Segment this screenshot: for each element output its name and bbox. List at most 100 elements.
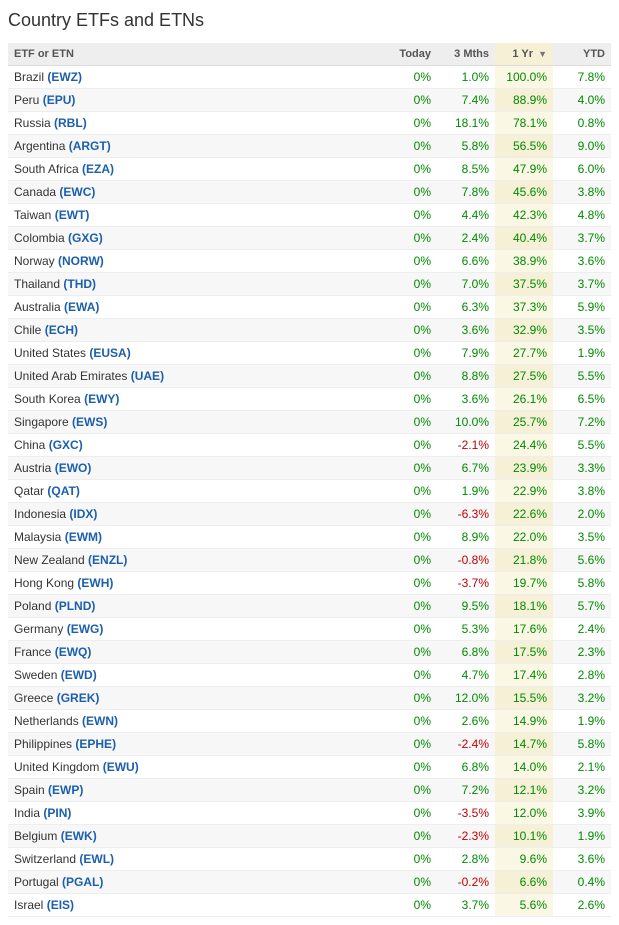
ticker-link[interactable]: EIS bbox=[51, 898, 70, 912]
column-header[interactable]: YTD bbox=[553, 43, 611, 66]
value-cell: 7.8% bbox=[437, 181, 495, 204]
value-cell: -3.5% bbox=[437, 802, 495, 825]
table-row: Netherlands (EWN)0%2.6%14.9%1.9% bbox=[8, 710, 611, 733]
value-cell: 6.3% bbox=[437, 296, 495, 319]
value-cell: 8.9% bbox=[437, 526, 495, 549]
table-row: South Africa (EZA)0%8.5%47.9%6.0% bbox=[8, 158, 611, 181]
ticker-link[interactable]: GREK bbox=[61, 691, 96, 705]
ticker-link[interactable]: ARGT bbox=[73, 139, 107, 153]
ticker-link[interactable]: EWS bbox=[76, 415, 103, 429]
country-label: Canada bbox=[14, 185, 59, 199]
value-cell: 6.5% bbox=[553, 388, 611, 411]
ticker-link[interactable]: EWP bbox=[52, 783, 79, 797]
ticker-link[interactable]: EWC bbox=[63, 185, 91, 199]
value-cell: 0% bbox=[379, 825, 437, 848]
ticker-link[interactable]: EPU bbox=[47, 93, 72, 107]
ticker-link[interactable]: EWN bbox=[86, 714, 114, 728]
etf-name-cell: China (GXC) bbox=[8, 434, 379, 457]
ticker-link[interactable]: ENZL bbox=[92, 553, 123, 567]
country-label: Argentina bbox=[14, 139, 69, 153]
value-cell: 25.7% bbox=[495, 411, 553, 434]
value-cell: 5.8% bbox=[553, 572, 611, 595]
ticker-link[interactable]: EWQ bbox=[59, 645, 88, 659]
etf-name-cell: Singapore (EWS) bbox=[8, 411, 379, 434]
ticker-link[interactable]: THD bbox=[67, 277, 92, 291]
ticker-link[interactable]: EWM bbox=[69, 530, 98, 544]
ticker-link[interactable]: PGAL bbox=[66, 875, 99, 889]
ticker-link[interactable]: EWL bbox=[83, 852, 110, 866]
table-row: Indonesia (IDX)0%-6.3%22.6%2.0% bbox=[8, 503, 611, 526]
ticker-link[interactable]: ECH bbox=[49, 323, 74, 337]
column-header[interactable]: 1 Yr ▼ bbox=[495, 43, 553, 66]
etf-name-cell: Greece (GREK) bbox=[8, 687, 379, 710]
ticker-link[interactable]: EWY bbox=[88, 392, 115, 406]
column-header[interactable]: Today bbox=[379, 43, 437, 66]
value-cell: 12.0% bbox=[437, 687, 495, 710]
value-cell: 2.1% bbox=[553, 756, 611, 779]
value-cell: 23.9% bbox=[495, 457, 553, 480]
ticker-link[interactable]: UAE bbox=[135, 369, 160, 383]
value-cell: 22.9% bbox=[495, 480, 553, 503]
ticker-link[interactable]: GXG bbox=[72, 231, 99, 245]
column-header[interactable]: 3 Mths bbox=[437, 43, 495, 66]
value-cell: 88.9% bbox=[495, 89, 553, 112]
value-cell: 17.6% bbox=[495, 618, 553, 641]
ticker-link[interactable]: PLND bbox=[59, 599, 92, 613]
etf-name-cell: Poland (PLND) bbox=[8, 595, 379, 618]
value-cell: -2.1% bbox=[437, 434, 495, 457]
ticker-link[interactable]: QAT bbox=[51, 484, 75, 498]
value-cell: 0% bbox=[379, 549, 437, 572]
ticker-link[interactable]: EUSA bbox=[93, 346, 126, 360]
ticker-link[interactable]: EWO bbox=[59, 461, 88, 475]
value-cell: 5.7% bbox=[553, 595, 611, 618]
ticker-link[interactable]: EWU bbox=[107, 760, 135, 774]
etf-name-cell: Chile (ECH) bbox=[8, 319, 379, 342]
value-cell: 3.5% bbox=[553, 526, 611, 549]
country-label: Poland bbox=[14, 599, 55, 613]
value-cell: 37.3% bbox=[495, 296, 553, 319]
ticker-link[interactable]: RBL bbox=[58, 116, 83, 130]
ticker-link[interactable]: EZA bbox=[86, 162, 110, 176]
ticker-link[interactable]: NORW bbox=[62, 254, 100, 268]
value-cell: 0% bbox=[379, 802, 437, 825]
etf-name-cell: Spain (EWP) bbox=[8, 779, 379, 802]
value-cell: 0.8% bbox=[553, 112, 611, 135]
table-row: Argentina (ARGT)0%5.8%56.5%9.0% bbox=[8, 135, 611, 158]
value-cell: 27.7% bbox=[495, 342, 553, 365]
value-cell: 21.8% bbox=[495, 549, 553, 572]
value-cell: 8.5% bbox=[437, 158, 495, 181]
value-cell: 0% bbox=[379, 480, 437, 503]
ticker-link[interactable]: EPHE bbox=[79, 737, 112, 751]
value-cell: -2.3% bbox=[437, 825, 495, 848]
etf-name-cell: Thailand (THD) bbox=[8, 273, 379, 296]
value-cell: 1.9% bbox=[437, 480, 495, 503]
ticker-link[interactable]: EWZ bbox=[51, 70, 78, 84]
etf-name-cell: South Africa (EZA) bbox=[8, 158, 379, 181]
etf-name-cell: Hong Kong (EWH) bbox=[8, 572, 379, 595]
table-row: India (PIN)0%-3.5%12.0%3.9% bbox=[8, 802, 611, 825]
table-row: Poland (PLND)0%9.5%18.1%5.7% bbox=[8, 595, 611, 618]
value-cell: 9.6% bbox=[495, 848, 553, 871]
ticker-link[interactable]: EWG bbox=[71, 622, 100, 636]
value-cell: -2.4% bbox=[437, 733, 495, 756]
etf-table: ETF or ETNToday3 Mths1 Yr ▼YTD Brazil (E… bbox=[8, 43, 611, 917]
value-cell: 0% bbox=[379, 89, 437, 112]
ticker-link[interactable]: EWH bbox=[81, 576, 109, 590]
value-cell: 0% bbox=[379, 342, 437, 365]
ticker-link[interactable]: GXC bbox=[53, 438, 79, 452]
ticker-link[interactable]: EWT bbox=[59, 208, 86, 222]
column-header[interactable]: ETF or ETN bbox=[8, 43, 379, 66]
ticker-link[interactable]: EWK bbox=[65, 829, 93, 843]
ticker-link[interactable]: PIN bbox=[47, 806, 67, 820]
ticker-link[interactable]: EWA bbox=[68, 300, 95, 314]
ticker-link[interactable]: IDX bbox=[73, 507, 93, 521]
value-cell: 40.4% bbox=[495, 227, 553, 250]
table-row: Peru (EPU)0%7.4%88.9%4.0% bbox=[8, 89, 611, 112]
value-cell: 2.3% bbox=[553, 641, 611, 664]
table-row: China (GXC)0%-2.1%24.4%5.5% bbox=[8, 434, 611, 457]
country-label: South Korea bbox=[14, 392, 84, 406]
value-cell: 5.8% bbox=[553, 733, 611, 756]
etf-name-cell: Philippines (EPHE) bbox=[8, 733, 379, 756]
value-cell: 3.7% bbox=[553, 227, 611, 250]
ticker-link[interactable]: EWD bbox=[65, 668, 93, 682]
